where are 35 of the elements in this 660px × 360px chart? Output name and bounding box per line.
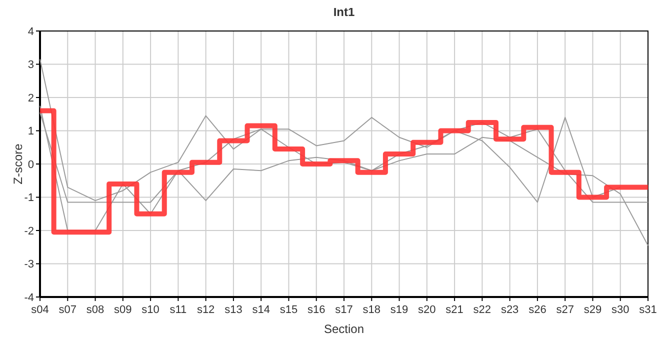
x-tick-label: s29 [584,304,602,316]
x-tick-label: s31 [639,304,657,316]
y-tick-label: 0 [28,158,34,171]
y-tick-label: -1 [24,192,34,204]
y-tick-label: 4 [28,26,34,38]
y-tick-label: -3 [24,258,34,271]
x-tick-label: s04 [31,304,49,316]
x-tick-label: s10 [142,304,160,316]
y-tick-label: -4 [24,292,34,304]
x-tick-label: s27 [556,304,574,316]
x-tick-label: s12 [196,304,215,316]
x-tick-label: s15 [280,304,298,316]
x-tick-label: s14 [252,304,270,316]
x-tick-label: s18 [362,304,381,316]
y-tick-label: 3 [28,59,34,72]
x-tick-label: s16 [307,304,326,316]
y-tick-label: -2 [24,225,34,238]
x-tick-label: s23 [500,304,519,316]
y-axis-title: Z-score [11,143,25,184]
x-tick-label: s17 [335,304,353,316]
x-tick-label: s26 [528,304,546,316]
x-tick-label: s08 [86,304,104,316]
x-tick-label: s13 [224,304,242,316]
x-tick-label: s21 [446,304,464,316]
y-tick-label: 2 [28,92,34,104]
chart-title: Int1 [333,5,355,19]
x-tick-label: s07 [58,304,77,316]
x-tick-label: s19 [390,304,408,316]
x-tick-label: s11 [170,304,187,316]
x-tick-label: s22 [473,304,492,316]
x-axis-title: Section [324,322,364,336]
x-tick-label: s20 [418,304,436,316]
x-tick-label: s09 [114,304,132,316]
y-tick-label: 1 [28,126,34,138]
x-tick-label: s30 [611,304,630,316]
